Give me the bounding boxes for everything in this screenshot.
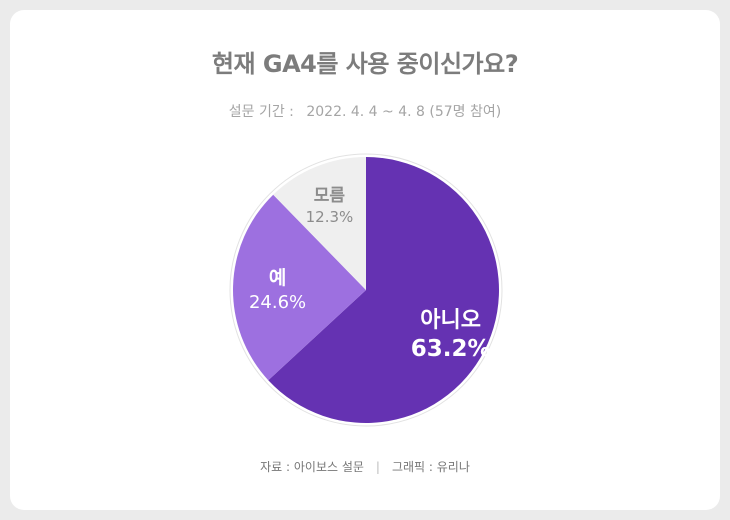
slice-value: 63.2%: [411, 336, 491, 362]
slice-label: 모름: [314, 186, 346, 206]
pie-slices: [233, 157, 500, 424]
pie-slice: [268, 157, 500, 424]
pie-slice: [233, 194, 366, 381]
source-credit: 자료 : 아이보스 설문 | 그래픽 : 유리나: [0, 458, 730, 475]
graphic-credit: 그래픽 : 유리나: [391, 460, 470, 474]
pie-labels: 아니오 63.2% 예 24.6% 모름 12.3%: [249, 186, 491, 362]
chart-title: 현재 GA4를 사용 중이신가요?: [211, 50, 519, 78]
pie-slice: [273, 157, 366, 290]
period-label: 설문 기간 :: [228, 104, 294, 120]
slice-label: 아니오: [420, 308, 481, 333]
participant-count: (57명 참여): [429, 104, 502, 120]
slice-label: 예: [269, 267, 286, 289]
slice-value: 12.3%: [306, 208, 354, 226]
source-text: 자료 : 아이보스 설문: [260, 460, 364, 474]
source-separator: |: [375, 460, 380, 474]
survey-period: 설문 기간 : 2022. 4. 4 ~ 4. 8 (57명 참여): [0, 101, 730, 121]
slice-value: 24.6%: [249, 292, 306, 313]
period-dates: 2022. 4. 4 ~ 4. 8: [306, 104, 425, 120]
